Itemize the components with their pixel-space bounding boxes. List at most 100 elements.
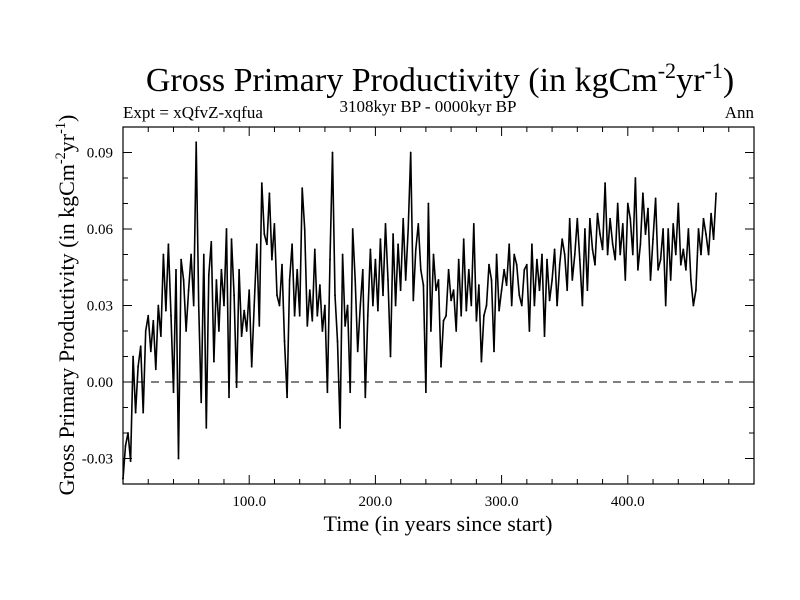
data-point — [187, 289, 190, 292]
data-point — [634, 177, 637, 179]
data-point — [306, 325, 309, 327]
data-point — [394, 304, 397, 307]
data-point — [356, 350, 359, 353]
data-point — [523, 268, 526, 271]
data-point — [503, 268, 505, 271]
data-point — [573, 253, 576, 256]
y-tick-label: 0.03 — [87, 299, 113, 315]
data-point — [642, 192, 644, 195]
data-point — [546, 258, 548, 261]
data-point — [692, 304, 695, 307]
data-point — [230, 238, 233, 241]
data-point — [450, 299, 452, 302]
data-point — [243, 309, 246, 312]
data-point — [609, 217, 611, 220]
data-point — [606, 253, 609, 256]
data-point — [584, 228, 586, 230]
data-point — [614, 258, 617, 261]
data-point — [190, 253, 193, 256]
data-point — [122, 478, 124, 480]
data-point — [700, 253, 702, 256]
y-tick-label: 0.06 — [87, 222, 114, 238]
data-point — [268, 192, 271, 195]
data-point — [682, 248, 685, 251]
data-point — [460, 314, 463, 317]
data-point — [205, 427, 208, 429]
data-point — [679, 263, 682, 266]
data-point — [361, 268, 364, 271]
data-point — [399, 289, 402, 292]
data-point — [162, 253, 165, 256]
data-point — [674, 253, 677, 256]
data-point — [404, 279, 407, 281]
x-tick-label: 200.0 — [359, 494, 393, 510]
data-point — [139, 345, 142, 348]
y-tick-label: 0.00 — [87, 375, 113, 391]
data-point — [334, 294, 336, 297]
data-point — [695, 289, 697, 292]
data-point — [576, 217, 579, 220]
data-point — [132, 355, 135, 358]
data-point — [127, 432, 129, 434]
data-point — [467, 268, 470, 271]
data-point — [311, 319, 314, 322]
data-point — [412, 299, 415, 302]
data-point — [248, 289, 251, 292]
data-point — [154, 368, 157, 371]
data-point — [298, 314, 301, 317]
data-point — [483, 314, 485, 317]
data-point — [364, 396, 367, 399]
data-point — [291, 243, 293, 246]
data-point — [278, 304, 281, 307]
data-point — [339, 427, 341, 429]
data-point — [685, 268, 687, 271]
data-point — [255, 243, 258, 246]
data-point — [213, 360, 215, 363]
data-point — [478, 284, 480, 286]
data-point — [533, 304, 536, 307]
data-point — [336, 340, 339, 343]
data-point — [452, 289, 455, 292]
data-point — [677, 202, 680, 205]
data-point — [228, 396, 230, 399]
data-point — [260, 182, 263, 185]
data-point — [601, 248, 604, 251]
data-point — [245, 330, 248, 332]
data-point — [705, 233, 707, 236]
data-point — [288, 279, 291, 281]
data-point — [417, 223, 420, 225]
data-point — [578, 258, 581, 261]
data-point — [551, 279, 553, 281]
data-point — [455, 330, 458, 332]
data-point — [437, 279, 440, 281]
data-point — [621, 223, 624, 225]
data-point — [611, 243, 614, 246]
data-point — [480, 360, 483, 363]
data-point — [392, 233, 394, 236]
data-point — [170, 314, 172, 317]
gpp-series-line — [122, 141, 717, 479]
data-point — [563, 253, 566, 256]
data-point — [589, 217, 591, 220]
data-point — [594, 263, 596, 266]
data-point — [175, 268, 177, 271]
data-point — [389, 355, 392, 358]
chart-title: Gross Primary Productivity (in kgCm-2yr-… — [146, 58, 734, 99]
data-point — [581, 304, 584, 307]
data-point — [319, 284, 321, 286]
data-point — [346, 304, 349, 307]
data-point — [149, 350, 152, 353]
data-point — [619, 253, 622, 256]
data-point — [525, 263, 528, 266]
data-point — [296, 268, 299, 271]
data-point — [432, 253, 435, 256]
data-point — [419, 268, 422, 271]
data-point — [366, 314, 369, 317]
data-point — [541, 253, 543, 256]
data-point — [273, 223, 276, 225]
data-point — [472, 223, 475, 225]
data-point — [223, 304, 225, 307]
data-point — [649, 279, 652, 281]
data-point — [402, 217, 405, 220]
data-point — [165, 309, 167, 312]
